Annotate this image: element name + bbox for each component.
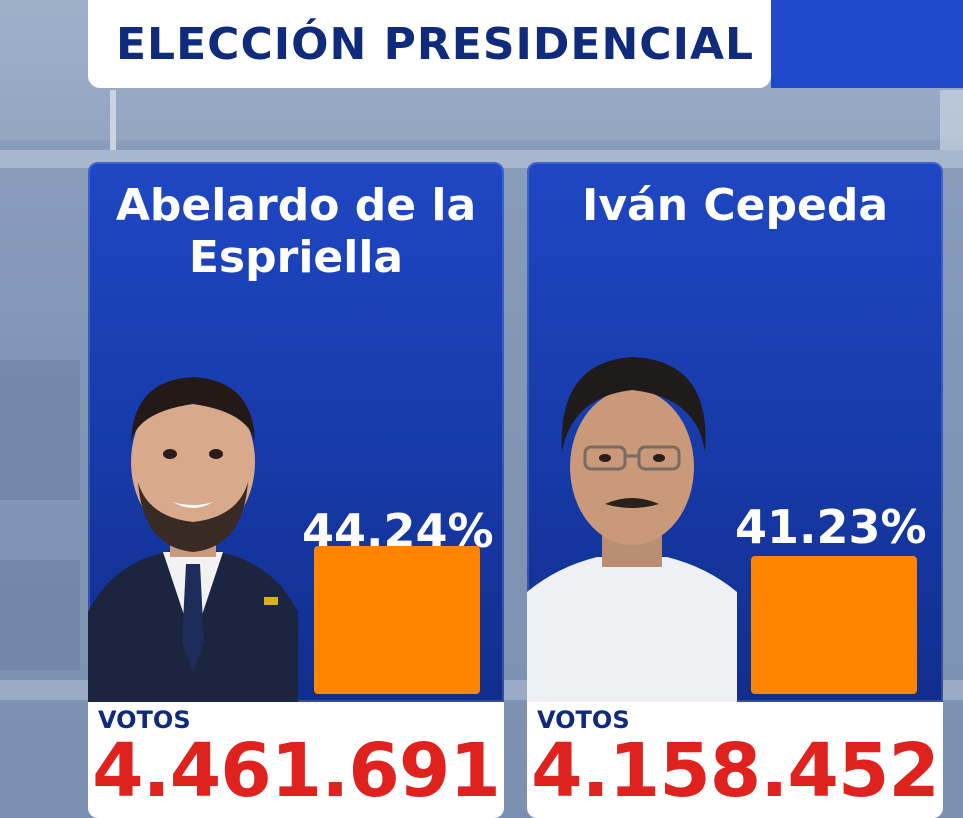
percent-label: 41.23%: [735, 500, 927, 554]
candidate-name: Abelardo de la Espriella: [115, 180, 477, 283]
votes-count: 4.461.691: [92, 728, 501, 814]
candidate-card-espriella: Abelardo de la Espriella 44.24%: [88, 162, 504, 702]
candidate-portrait-glasses-icon: [527, 357, 737, 702]
votes-box-cepeda: VOTOS 4.158.452: [527, 702, 943, 818]
candidate-name: Iván Cepeda: [581, 180, 889, 231]
title-bar: ELECCIÓN PRESIDENCIAL: [88, 0, 771, 88]
candidate-portrait-suit-icon: [88, 377, 298, 702]
page-title: ELECCIÓN PRESIDENCIAL: [116, 18, 755, 70]
candidate-card-cepeda: Iván Cepeda 41.23%: [527, 162, 943, 702]
votes-count: 4.158.452: [531, 728, 940, 814]
votes-label: VOTOS: [537, 706, 630, 734]
votes-label: VOTOS: [98, 706, 191, 734]
title-accent-tab: [771, 0, 963, 88]
votes-box-espriella: VOTOS 4.461.691: [88, 702, 504, 818]
percent-bar: [751, 556, 917, 694]
percent-bar: [314, 546, 480, 694]
